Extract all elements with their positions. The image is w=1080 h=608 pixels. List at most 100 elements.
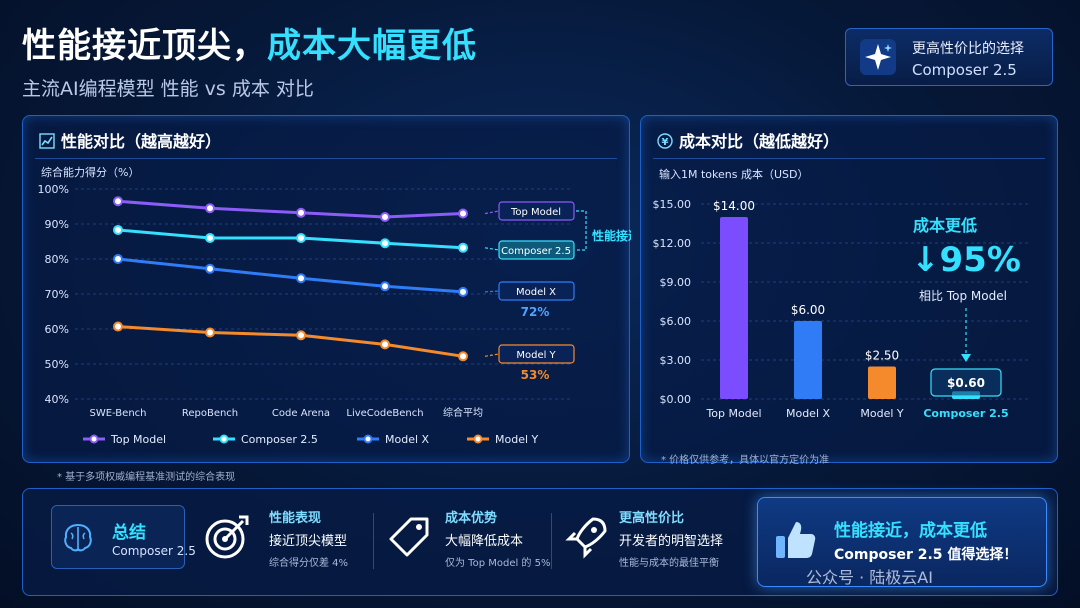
summary-sub: Composer 2.5 <box>112 544 196 558</box>
data-point <box>458 286 468 297</box>
x-tick-label: RepoBench <box>182 408 238 419</box>
bar-value-label: $0.60 <box>947 376 985 390</box>
card-value-title: 更高性价比 <box>619 511 685 526</box>
x-tick-label: Top Model <box>705 407 761 420</box>
cost-note: * 价格仅供参考，具体以官方定价为准 <box>661 455 830 466</box>
y-tick-label: $12.00 <box>653 237 692 250</box>
legend-label: Composer 2.5 <box>241 433 318 446</box>
divider <box>35 158 617 159</box>
data-point <box>380 238 390 249</box>
y-tick-label: 80% <box>45 253 69 266</box>
label-connector <box>484 290 500 293</box>
performance-panel-title: 性能对比（越高越好） <box>39 128 221 152</box>
summary-title: 总结 <box>112 523 146 543</box>
cost-callout-number: 95% <box>939 240 1021 280</box>
series-end-box <box>498 281 575 301</box>
y-tick-label: 60% <box>45 323 69 336</box>
series-end-label: Composer 2.5 <box>501 246 571 257</box>
page-title: 性能接近顶尖，成本大幅更低 <box>22 18 477 67</box>
y-tick-label: $15.00 <box>653 198 692 211</box>
data-point <box>296 273 306 284</box>
performance-y-label: 综合能力得分（%） <box>41 166 140 179</box>
y-tick-label: 50% <box>45 358 69 371</box>
proximity-bracket <box>576 210 587 251</box>
x-tick-label: Code Arena <box>272 408 330 419</box>
y-tick-label: $0.00 <box>660 393 692 406</box>
watermark: 公众号 · 陆极云AI <box>806 568 933 587</box>
label-connector <box>484 210 500 215</box>
bar-value-label: $14.00 <box>713 199 755 213</box>
thumbs-up-icon <box>776 522 816 558</box>
data-point <box>113 224 123 235</box>
bar-value-label: $6.00 <box>791 303 825 317</box>
data-point <box>458 208 468 219</box>
legend-label: Model X <box>385 433 430 446</box>
svg-text:¥: ¥ <box>662 137 669 148</box>
series-line <box>117 325 464 358</box>
data-point <box>380 281 390 292</box>
line-chart-icon <box>39 133 55 149</box>
card-cost-line: 大幅降低成本 <box>445 534 524 549</box>
value-badge: 更高性价比的选择 Composer 2.5 <box>845 28 1053 86</box>
label-connector <box>484 353 500 357</box>
card-value-detail: 性能与成本的最佳平衡 <box>619 558 719 569</box>
cost-panel: ¥ 成本对比（越低越好） 输入1M tokens 成本（USD） $0.00 $3… <box>640 115 1058 466</box>
series-end-label: Top Model <box>510 207 561 218</box>
cost-callout-title: 成本更低 <box>913 216 978 235</box>
card-cost-title: 成本优势 <box>445 511 498 526</box>
performance-panel: 性能对比（越高越好） 综合能力得分（%） 40% 50% 60% 70% 80% 90% 1… <box>22 115 631 483</box>
model-x-percent: 72% <box>521 305 550 319</box>
legend-marker <box>219 434 229 444</box>
card-performance-detail: 综合得分仅差 4% <box>269 558 349 569</box>
legend-marker <box>473 434 483 444</box>
label-connector <box>484 247 500 251</box>
data-point <box>458 242 468 253</box>
y-tick-label: $6.00 <box>660 315 692 328</box>
x-tick-label: SWE-Bench <box>90 408 147 419</box>
summary-box: 总结 Composer 2.5 <box>51 505 196 569</box>
y-tick-label: $3.00 <box>660 354 692 367</box>
cta-line1: 性能接近，成本更低 <box>834 521 987 541</box>
divider <box>551 513 552 569</box>
legend-marker <box>89 434 99 444</box>
title-part1: 性能接近顶尖， <box>22 26 267 66</box>
series-end-box <box>498 240 575 260</box>
data-point <box>380 339 390 350</box>
y-tick-label: 90% <box>45 218 69 231</box>
data-point <box>113 254 123 264</box>
data-point <box>205 203 215 214</box>
target-icon <box>205 515 249 559</box>
proximity-label: 性能接近 <box>591 228 631 243</box>
cost-bar <box>720 217 748 399</box>
page-subtitle: 主流AI编程模型 性能 vs 成本 对比 <box>22 78 314 100</box>
cost-title-text: 成本对比（越低越好） <box>679 132 840 151</box>
x-tick-label: Model Y <box>860 407 904 420</box>
cost-panel-title: ¥ 成本对比（越低越好） <box>657 128 839 152</box>
badge-line2: Composer 2.5 <box>912 61 1017 79</box>
series-end-box <box>498 201 575 221</box>
performance-line-chart: 40% 50% 60% 70% 80% 90% 100% SWE-Bench RepoBench… <box>38 183 631 446</box>
card-cost-detail: 仅为 Top Model 的 5% <box>445 558 551 569</box>
legend-marker <box>363 434 373 444</box>
cost-bar <box>868 366 896 399</box>
cost-callout-sub: 相比 Top Model <box>919 289 1007 303</box>
card-performance-line: 接近顶尖模型 <box>269 534 348 549</box>
performance-title-text: 性能对比（越高越好） <box>61 132 222 151</box>
series-end-box <box>498 344 575 364</box>
highlight-box <box>930 368 1002 397</box>
down-arrow-icon: ↓ <box>911 240 940 280</box>
data-point <box>296 233 306 243</box>
series-end-label: Model X <box>516 287 556 298</box>
x-tick-label: Composer 2.5 <box>923 407 1008 420</box>
callout-arrow-head <box>961 354 971 362</box>
x-tick-label: LiveCodeBench <box>346 408 423 419</box>
model-y-percent: 53% <box>521 368 550 382</box>
cost-bar-chart: $0.00 $3.00 $6.00 $9.00 $12.00 $15.00 $14.00 To… <box>653 198 1031 420</box>
series-line <box>117 257 464 294</box>
cta-box: 性能接近，成本更低 Composer 2.5 值得选择！ 公众号 · 陆极云AI <box>757 497 1047 587</box>
data-point <box>458 351 468 362</box>
y-tick-label: $9.00 <box>660 276 692 289</box>
legend-label: Model Y <box>495 433 539 446</box>
x-tick-label: Model X <box>786 407 831 420</box>
data-point <box>205 233 215 243</box>
